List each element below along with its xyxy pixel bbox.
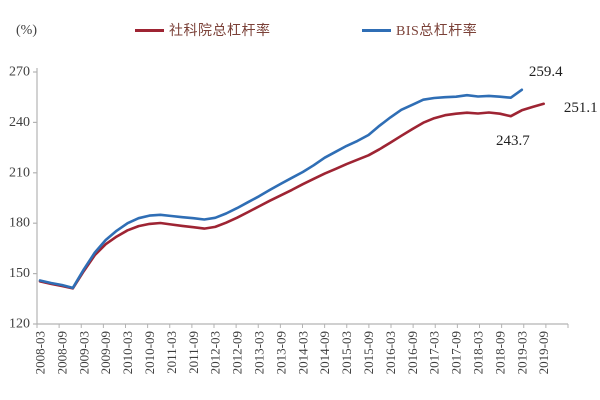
y-axis-unit-label: (%) xyxy=(16,23,37,38)
series-line-cass xyxy=(38,102,546,290)
x-tick-label: 2013-03 xyxy=(252,331,267,374)
x-tick-label: 2009-03 xyxy=(76,331,91,374)
x-tick-label: 2018-09 xyxy=(492,331,507,374)
x-tick-label: 2008-03 xyxy=(33,331,48,374)
data-label: 259.4 xyxy=(529,64,563,80)
data-label: 251.1 xyxy=(564,100,598,116)
chart-legend: 社科院总杠杆率 BIS总杠杆率 xyxy=(0,0,600,44)
legend-item-cass: 社科院总杠杆率 xyxy=(135,22,271,39)
y-tick-label: 120 xyxy=(9,317,30,332)
x-tick-label: 2009-09 xyxy=(98,331,113,374)
x-tick-label: 2010-03 xyxy=(120,331,135,374)
x-tick-label: 2016-09 xyxy=(405,331,420,374)
cass-line-swatch xyxy=(135,28,164,32)
x-tick-label: 2018-03 xyxy=(471,331,486,374)
x-tick-label: 2013-09 xyxy=(273,331,288,374)
series-line-bis xyxy=(38,88,524,290)
y-tick-label: 270 xyxy=(9,65,30,80)
bis-line-swatch xyxy=(362,28,391,32)
data-label: 243.7 xyxy=(496,133,530,149)
x-tick-label: 2015-03 xyxy=(339,331,354,374)
x-tick-label: 2019-09 xyxy=(536,331,551,374)
x-tick-label: 2010-09 xyxy=(142,331,157,374)
x-tick-label: 2016-03 xyxy=(383,331,398,374)
y-tick-label: 150 xyxy=(9,266,30,281)
y-tick-label: 210 xyxy=(9,165,30,180)
x-tick-label: 2019-03 xyxy=(514,331,529,374)
x-tick-label: 2014-09 xyxy=(317,331,332,374)
legend-item-bis: BIS总杠杆率 xyxy=(362,22,478,39)
x-tick-label: 2017-03 xyxy=(427,331,442,374)
x-tick-label: 2008-09 xyxy=(54,331,69,374)
x-tick-label: 2012-03 xyxy=(208,331,223,374)
legend-label-bis: BIS总杠杆率 xyxy=(396,24,478,39)
axes: 120 150 180 210 240 270 2008-03 2008-09 2009-03 2… xyxy=(9,65,569,374)
y-tick-label: 240 xyxy=(9,115,30,130)
x-tick-label: 2011-03 xyxy=(164,331,179,374)
legend-label-cass: 社科院总杠杆率 xyxy=(169,24,271,39)
x-tick-label: 2011-09 xyxy=(186,331,201,374)
x-tick-label: 2017-09 xyxy=(449,331,464,374)
y-tick-label: 180 xyxy=(9,216,30,231)
x-tick-label: 2015-09 xyxy=(361,331,376,374)
x-tick-label: 2012-09 xyxy=(230,331,245,374)
x-tick-label: 2014-03 xyxy=(295,331,310,374)
